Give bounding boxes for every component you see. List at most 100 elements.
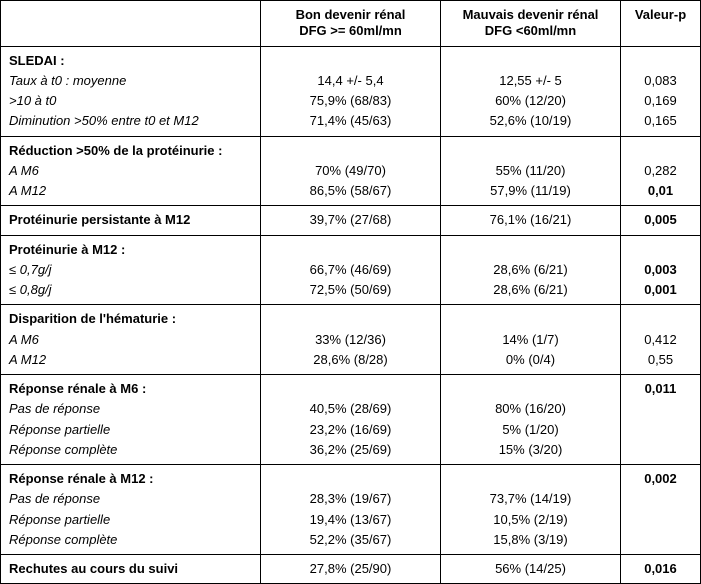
section-title-row: Réponse rénale à M12 :0,002: [1, 465, 701, 490]
row-good: 71,4% (45/63): [261, 111, 441, 136]
section-title-row: SLEDAI :: [1, 46, 701, 71]
section-title-bad: 56% (14/25): [441, 555, 621, 584]
table-row: A M633% (12/36)14% (1/7)0,412: [1, 330, 701, 350]
row-p: [621, 530, 701, 555]
table-row: A M670% (49/70)55% (11/20)0,282: [1, 161, 701, 181]
row-label: Réponse partielle: [1, 420, 261, 440]
section-title-p: [621, 136, 701, 161]
header-bad: Mauvais devenir rénal DFG <60ml/mn: [441, 1, 621, 47]
section-title-bad: [441, 136, 621, 161]
row-p: 0,282: [621, 161, 701, 181]
row-bad: 14% (1/7): [441, 330, 621, 350]
row-bad: 28,6% (6/21): [441, 280, 621, 305]
row-p: [621, 489, 701, 509]
row-p: 0,55: [621, 350, 701, 375]
table-row: Pas de réponse28,3% (19/67)73,7% (14/19): [1, 489, 701, 509]
row-p: 0,083: [621, 71, 701, 91]
section-title-p: 0,005: [621, 206, 701, 235]
row-p: 0,169: [621, 91, 701, 111]
row-p: [621, 420, 701, 440]
table-row: Réponse partielle19,4% (13/67)10,5% (2/1…: [1, 510, 701, 530]
section-title: Réduction >50% de la protéinurie :: [1, 136, 261, 161]
row-bad: 80% (16/20): [441, 399, 621, 419]
row-p: [621, 399, 701, 419]
row-bad: 57,9% (11/19): [441, 181, 621, 206]
section-title-good: [261, 305, 441, 330]
row-bad: 10,5% (2/19): [441, 510, 621, 530]
section-title: Réponse rénale à M12 :: [1, 465, 261, 490]
row-label: >10 à t0: [1, 91, 261, 111]
section-title-good: [261, 235, 441, 260]
row-good: 66,7% (46/69): [261, 260, 441, 280]
row-p: [621, 510, 701, 530]
row-good: 33% (12/36): [261, 330, 441, 350]
row-bad: 5% (1/20): [441, 420, 621, 440]
row-good: 40,5% (28/69): [261, 399, 441, 419]
row-label: ≤ 0,8g/j: [1, 280, 261, 305]
row-label: Réponse partielle: [1, 510, 261, 530]
table-row: ≤ 0,8g/j72,5% (50/69)28,6% (6/21)0,001: [1, 280, 701, 305]
row-good: 52,2% (35/67): [261, 530, 441, 555]
section-title-row: Rechutes au cours du suivi27,8% (25/90)5…: [1, 555, 701, 584]
section-title-p: 0,011: [621, 375, 701, 400]
header-pvalue: Valeur-p: [621, 1, 701, 47]
section-title: Disparition de l'hématurie :: [1, 305, 261, 330]
section-title: SLEDAI :: [1, 46, 261, 71]
row-bad: 0% (0/4): [441, 350, 621, 375]
section-title-bad: 76,1% (16/21): [441, 206, 621, 235]
section-title-row: Réponse rénale à M6 : 0,011: [1, 375, 701, 400]
row-p: 0,001: [621, 280, 701, 305]
row-label: ≤ 0,7g/j: [1, 260, 261, 280]
section-title-row: Protéinurie à M12 :: [1, 235, 701, 260]
table-row: A M1228,6% (8/28)0% (0/4)0,55: [1, 350, 701, 375]
row-good: 14,4 +/- 5,4: [261, 71, 441, 91]
section-title-good: [261, 46, 441, 71]
header-bad-line2: DFG <60ml/mn: [447, 23, 614, 39]
section-title: Protéinurie à M12 :: [1, 235, 261, 260]
table-row: Réponse complète36,2% (25/69)15% (3/20): [1, 440, 701, 465]
header-bad-line1: Mauvais devenir rénal: [447, 7, 614, 23]
table-row: Taux à t0 : moyenne14,4 +/- 5,412,55 +/-…: [1, 71, 701, 91]
section-title-good: [261, 375, 441, 400]
row-label: Taux à t0 : moyenne: [1, 71, 261, 91]
row-bad: 52,6% (10/19): [441, 111, 621, 136]
row-good: 70% (49/70): [261, 161, 441, 181]
row-bad: 12,55 +/- 5: [441, 71, 621, 91]
section-title-bad: [441, 46, 621, 71]
row-bad: 15,8% (3/19): [441, 530, 621, 555]
row-p: 0,412: [621, 330, 701, 350]
section-title-p: [621, 305, 701, 330]
row-bad: 60% (12/20): [441, 91, 621, 111]
row-p: 0,165: [621, 111, 701, 136]
header-good-line2: DFG >= 60ml/mn: [267, 23, 434, 39]
table-row: Pas de réponse40,5% (28/69)80% (16/20): [1, 399, 701, 419]
row-bad: 28,6% (6/21): [441, 260, 621, 280]
section-title-good: 39,7% (27/68): [261, 206, 441, 235]
row-label: A M12: [1, 181, 261, 206]
row-label: A M6: [1, 330, 261, 350]
section-title: Protéinurie persistante à M12: [1, 206, 261, 235]
section-title-row: Protéinurie persistante à M1239,7% (27/6…: [1, 206, 701, 235]
row-p: 0,01: [621, 181, 701, 206]
section-title-row: Réduction >50% de la protéinurie :: [1, 136, 701, 161]
section-title-good: [261, 136, 441, 161]
section-title-row: Disparition de l'hématurie :: [1, 305, 701, 330]
section-title-bad: [441, 235, 621, 260]
row-label: Pas de réponse: [1, 399, 261, 419]
table-row: Diminution >50% entre t0 et M1271,4% (45…: [1, 111, 701, 136]
header-good-line1: Bon devenir rénal: [267, 7, 434, 23]
row-good: 28,3% (19/67): [261, 489, 441, 509]
row-label: Réponse complète: [1, 530, 261, 555]
row-good: 36,2% (25/69): [261, 440, 441, 465]
table-row: A M1286,5% (58/67)57,9% (11/19)0,01: [1, 181, 701, 206]
table-row: ≤ 0,7g/j66,7% (46/69)28,6% (6/21)0,003: [1, 260, 701, 280]
section-title: Rechutes au cours du suivi: [1, 555, 261, 584]
section-title-good: 27,8% (25/90): [261, 555, 441, 584]
section-title-p: [621, 235, 701, 260]
section-title: Réponse rénale à M6 :: [1, 375, 261, 400]
table-row: >10 à t075,9% (68/83)60% (12/20)0,169: [1, 91, 701, 111]
row-label: Pas de réponse: [1, 489, 261, 509]
row-label: Réponse complète: [1, 440, 261, 465]
row-label: A M12: [1, 350, 261, 375]
row-label: A M6: [1, 161, 261, 181]
